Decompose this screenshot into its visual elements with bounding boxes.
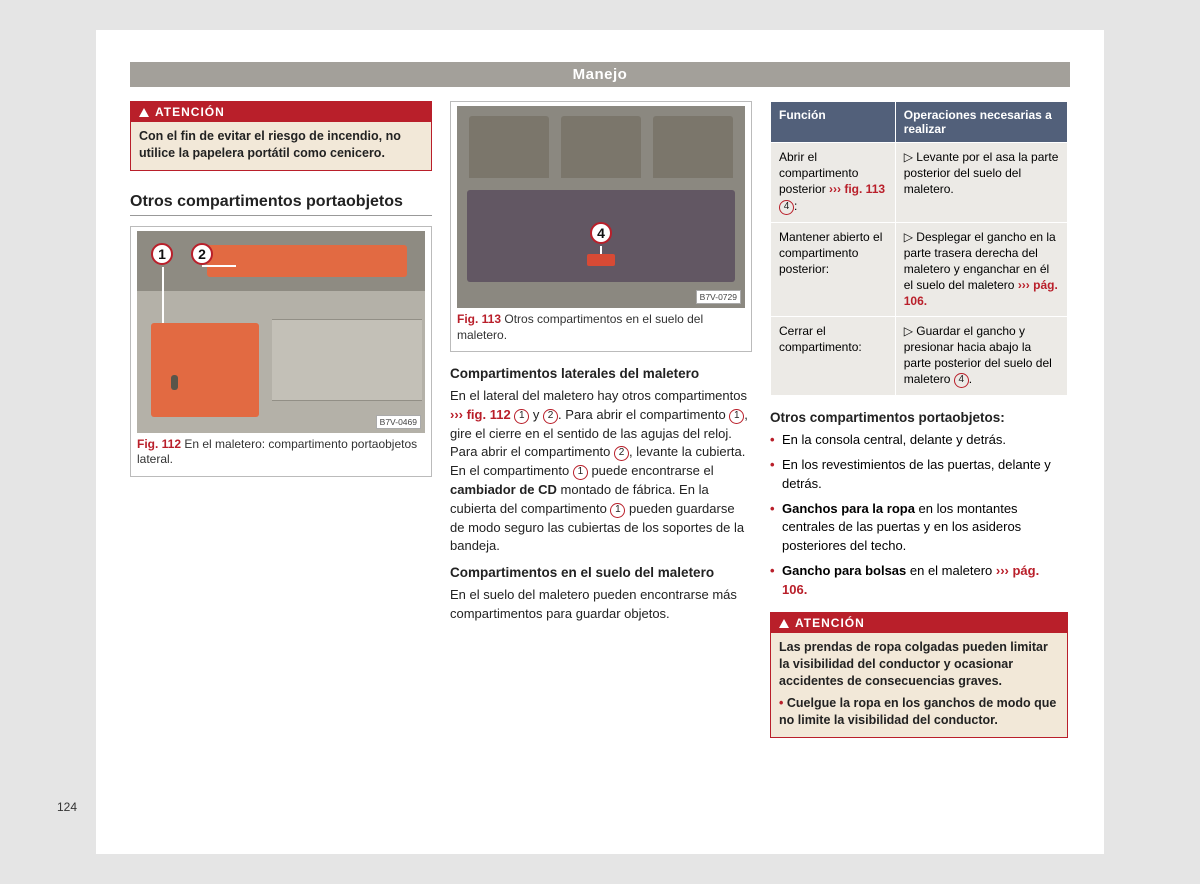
warning-text: Las prendas de ropa colgadas pueden limi…: [779, 639, 1059, 690]
page: 124 Manejo ATENCIÓN Con el fin de evitar…: [96, 30, 1104, 854]
table-head-operations: Operaciones necesarias a realizar: [895, 102, 1067, 143]
inline-callout-4: 4: [779, 200, 794, 215]
inline-callout-2: 2: [543, 409, 558, 424]
inline-callout-4b: 4: [954, 373, 969, 388]
table-cell: Cerrar el compartimento:: [771, 316, 896, 396]
warning-box-top: ATENCIÓN Con el fin de evitar el riesgo …: [130, 101, 432, 171]
callout-2: 2: [191, 243, 213, 265]
text: en el maletero: [906, 563, 996, 578]
column-right: Función Operaciones necesarias a realiza…: [770, 101, 1068, 756]
text: puede encontrarse el: [588, 463, 714, 478]
text: ▷ Guardar el gancho y presionar hacia ab…: [904, 324, 1052, 387]
inline-callout-1d: 1: [610, 503, 625, 518]
subheading-lateral: Compartimentos laterales del maletero: [450, 366, 752, 381]
list-item: Ganchos para la ropa en los montantes ce…: [770, 500, 1068, 557]
bold-text: Ganchos para la ropa: [782, 501, 915, 516]
text: . Para abrir el compartimento: [558, 407, 729, 422]
text: ▷ Levante por el asa la parte posterior …: [904, 150, 1059, 196]
xref-fig113: ››› fig. 113: [829, 182, 885, 196]
warning-title: ATENCIÓN: [155, 105, 225, 119]
xref-fig112: ››› fig. 112: [450, 407, 511, 422]
bold-text: cambiador de CD: [450, 482, 557, 497]
warning-bullet: Cuelgue la ropa en los ganchos de modo q…: [779, 695, 1059, 729]
text: :: [794, 199, 797, 213]
inline-callout-1: 1: [514, 409, 529, 424]
warning-title: ATENCIÓN: [795, 616, 865, 630]
warning-body: Con el fin de evitar el riesgo de incend…: [131, 122, 431, 170]
warning-icon: [139, 108, 149, 117]
section-title: Otros compartimentos portaobjetos: [130, 193, 432, 216]
figure-112: 1 2 B7V-0469 Fig. 112 En el maletero: co…: [130, 226, 432, 477]
column-middle: 4 B7V-0729 Fig. 113 Otros compartimentos…: [450, 101, 752, 756]
figure-112-label: Fig. 112: [137, 437, 181, 451]
bold-text: Gancho para bolsas: [782, 563, 906, 578]
table-cell: Abrir el compartimento posterior ››› fig…: [771, 143, 896, 223]
figure-112-caption: Fig. 112 En el maletero: compartimento p…: [137, 433, 425, 468]
table-cell: ▷ Levante por el asa la parte posterior …: [895, 143, 1067, 223]
table-cell: ▷ Desplegar el gancho en la parte traser…: [895, 222, 1067, 316]
table-row: Mantener abierto el compartimento poster…: [771, 222, 1068, 316]
list-item: En los revestimientos de las puertas, de…: [770, 456, 1068, 494]
callout-4: 4: [590, 222, 612, 244]
compartments-list: En la consola central, delante y detrás.…: [770, 431, 1068, 600]
warning-icon: [779, 619, 789, 628]
latch-icon: [587, 254, 615, 266]
table-row: Cerrar el compartimento: ▷ Guardar el ga…: [771, 316, 1068, 396]
figure-113-label: Fig. 113: [457, 312, 501, 326]
list-title: Otros compartimentos portaobjetos:: [770, 410, 1068, 425]
section-header: Manejo: [130, 62, 1070, 87]
inline-callout-1b: 1: [729, 409, 744, 424]
figure-112-code: B7V-0469: [376, 415, 421, 429]
figure-113: 4 B7V-0729 Fig. 113 Otros compartimentos…: [450, 101, 752, 352]
list-item: Gancho para bolsas en el maletero ››› pá…: [770, 562, 1068, 600]
subheading-floor: Compartimentos en el suelo del maletero: [450, 565, 752, 580]
figure-113-caption: Fig. 113 Otros compartimentos en el suel…: [457, 308, 745, 343]
text: y: [529, 407, 543, 422]
inline-callout-1c: 1: [573, 465, 588, 480]
text: .: [969, 372, 972, 386]
figure-112-illustration: 1 2 B7V-0469: [137, 231, 425, 433]
figure-113-illustration: 4 B7V-0729: [457, 106, 745, 308]
list-item: En la consola central, delante y detrás.: [770, 431, 1068, 450]
warning-body: Las prendas de ropa colgadas pueden limi…: [771, 633, 1067, 737]
inline-callout-2b: 2: [614, 446, 629, 461]
table-cell: Mantener abierto el compartimento poster…: [771, 222, 896, 316]
warning-header: ATENCIÓN: [771, 613, 1067, 633]
table-cell: ▷ Guardar el gancho y presionar hacia ab…: [895, 316, 1067, 396]
warning-box-bottom: ATENCIÓN Las prendas de ropa colgadas pu…: [770, 612, 1068, 738]
page-number: 124: [57, 800, 77, 814]
column-layout: ATENCIÓN Con el fin de evitar el riesgo …: [96, 101, 1104, 756]
column-left: ATENCIÓN Con el fin de evitar el riesgo …: [130, 101, 432, 756]
text: En el lateral del maletero hay otros com…: [450, 388, 747, 403]
paragraph-lateral: En el lateral del maletero hay otros com…: [450, 387, 752, 555]
paragraph-floor: En el suelo del maletero pueden encontra…: [450, 586, 752, 623]
table-head-function: Función: [771, 102, 896, 143]
figure-113-code: B7V-0729: [696, 290, 741, 304]
table-row: Abrir el compartimento posterior ››› fig…: [771, 143, 1068, 223]
function-table: Función Operaciones necesarias a realiza…: [770, 101, 1068, 396]
callout-1: 1: [151, 243, 173, 265]
warning-header: ATENCIÓN: [131, 102, 431, 122]
